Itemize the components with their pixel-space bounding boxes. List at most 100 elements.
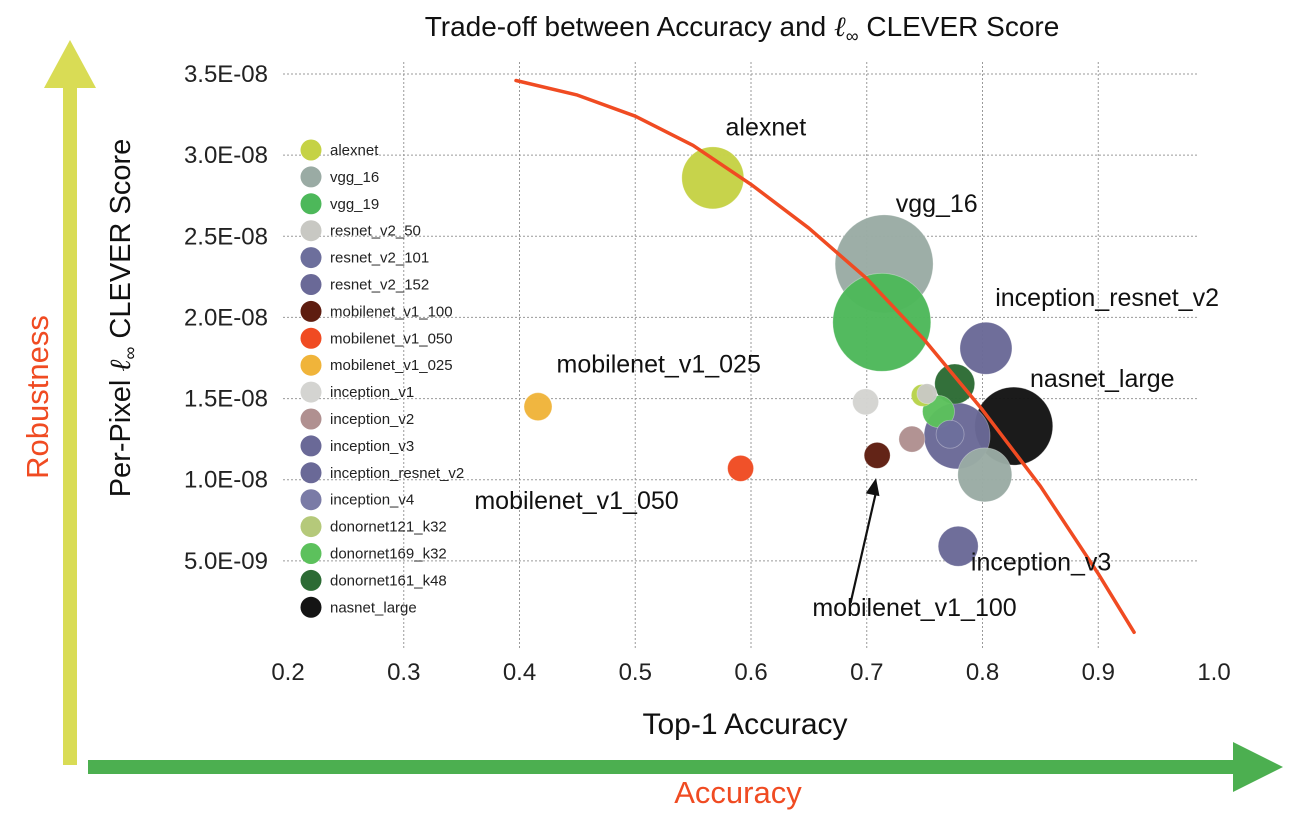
chart-title-subscript: ∞ bbox=[846, 26, 859, 46]
data-point bbox=[934, 363, 976, 405]
y-axis-label: Per-Pixel ℓ∞ CLEVER Score bbox=[103, 139, 140, 498]
data-point bbox=[916, 383, 938, 405]
x-tick-label: 0.2 bbox=[271, 659, 304, 686]
legend-marker bbox=[300, 462, 322, 484]
legend-label: resnet_v2_101 bbox=[330, 250, 429, 267]
x-tick-label: 0.4 bbox=[503, 659, 536, 686]
chart-title-pre: Trade-off between Accuracy and bbox=[425, 11, 834, 42]
legend-label: donornet169_k32 bbox=[330, 546, 447, 563]
legend-label: resnet_v2_152 bbox=[330, 277, 429, 294]
outer-x-label: Accuracy bbox=[674, 775, 802, 810]
annotation-arrow-line bbox=[849, 491, 878, 604]
outer-y-label: Robustness bbox=[20, 315, 55, 479]
legend-label: vgg_16 bbox=[330, 169, 379, 186]
legend-marker bbox=[300, 435, 322, 457]
point-annotation: mobilenet_v1_025 bbox=[557, 351, 761, 379]
x-tick-label: 0.7 bbox=[850, 659, 883, 686]
chart-title: Trade-off between Accuracy and ℓ∞ CLEVER… bbox=[425, 10, 1060, 46]
legend-label: inception_v3 bbox=[330, 438, 414, 455]
legend-label: mobilenet_v1_050 bbox=[330, 330, 453, 347]
legend-label: inception_v4 bbox=[330, 492, 414, 509]
y-axis-label-pre: Per-Pixel bbox=[105, 372, 137, 498]
annotation-arrow-head bbox=[865, 478, 880, 497]
data-point bbox=[937, 525, 979, 567]
data-point bbox=[681, 146, 745, 210]
x-tick-labels: 0.2 0.3 0.4 0.5 0.6 0.7 0.8 0.9 1.0 bbox=[271, 659, 1230, 686]
legend-marker bbox=[300, 516, 322, 538]
legend: alexnet vgg_16 vgg_19 resnet_v2_50 resnet_v2… bbox=[300, 139, 464, 618]
legend-marker bbox=[300, 327, 322, 349]
x-tick-label: 0.8 bbox=[966, 659, 999, 686]
trend-curve-group bbox=[514, 78, 1136, 635]
legend-label: resnet_v2_50 bbox=[330, 223, 421, 240]
legend-marker bbox=[300, 381, 322, 403]
data-points bbox=[523, 146, 1054, 567]
chart-title-post: CLEVER Score bbox=[859, 11, 1060, 42]
legend-marker bbox=[300, 139, 322, 161]
legend-marker bbox=[300, 354, 322, 376]
chart-title-symbol: ℓ bbox=[834, 10, 846, 43]
legend-label: vgg_19 bbox=[330, 196, 379, 213]
y-tick-label: 3.5E-08 bbox=[184, 61, 268, 88]
legend-label: inception_v1 bbox=[330, 384, 414, 401]
data-point bbox=[523, 392, 553, 422]
robustness-arrow-shaft bbox=[63, 84, 77, 765]
point-annotation: alexnet bbox=[726, 114, 807, 142]
y-tick-label: 3.0E-08 bbox=[184, 142, 268, 169]
legend-label: mobilenet_v1_100 bbox=[330, 303, 453, 320]
legend-marker bbox=[300, 408, 322, 430]
legend-marker bbox=[300, 247, 322, 269]
y-tick-label: 2.5E-08 bbox=[184, 223, 268, 250]
legend-marker bbox=[300, 166, 322, 188]
legend-marker bbox=[300, 543, 322, 564]
data-point bbox=[852, 388, 879, 416]
point-annotation: nasnet_large bbox=[1030, 365, 1175, 393]
legend-marker bbox=[300, 596, 322, 618]
legend-marker bbox=[300, 220, 322, 242]
x-tick-label: 0.3 bbox=[387, 659, 420, 686]
legend-label: inception_resnet_v2 bbox=[330, 465, 464, 482]
legend-marker bbox=[300, 300, 322, 322]
data-point bbox=[863, 441, 891, 469]
legend-label: nasnet_large bbox=[330, 599, 417, 616]
point-annotation: inception_resnet_v2 bbox=[995, 284, 1219, 312]
y-axis-label-post: CLEVER Score bbox=[105, 139, 137, 347]
y-tick-label: 1.0E-08 bbox=[184, 467, 268, 494]
point-annotation: inception_v3 bbox=[971, 549, 1111, 577]
trend-curve bbox=[514, 78, 1136, 635]
point-annotations: alexnet vgg_16 inception_resnet_v2 nasnet_l… bbox=[474, 114, 1219, 622]
accuracy-arrow-head bbox=[1233, 742, 1283, 792]
y-tick-labels: 5.0E-09 1.0E-08 1.5E-08 2.0E-08 2.5E-08 3.0E-… bbox=[184, 61, 268, 575]
x-tick-label: 0.6 bbox=[734, 659, 767, 686]
data-point bbox=[957, 447, 1013, 503]
y-tick-label: 2.0E-08 bbox=[184, 304, 268, 331]
data-point bbox=[898, 425, 926, 453]
data-point bbox=[959, 321, 1013, 375]
x-tick-label: 0.9 bbox=[1082, 659, 1115, 686]
legend-label: mobilenet_v1_025 bbox=[330, 357, 453, 374]
data-point bbox=[727, 454, 754, 482]
y-tick-label: 1.5E-08 bbox=[184, 386, 268, 413]
legend-marker bbox=[300, 274, 322, 295]
point-annotation: vgg_16 bbox=[896, 190, 978, 218]
x-axis-label: Top-1 Accuracy bbox=[642, 708, 847, 741]
y-axis-label-symbol: ℓ bbox=[103, 359, 137, 371]
y-axis-label-subscript: ∞ bbox=[120, 346, 140, 359]
legend-label: donornet121_k32 bbox=[330, 519, 447, 536]
data-point bbox=[832, 272, 932, 372]
data-point bbox=[935, 419, 965, 449]
legend-label: donornet161_k48 bbox=[330, 572, 447, 589]
x-tick-label: 0.5 bbox=[619, 659, 652, 686]
legend-label: inception_v2 bbox=[330, 411, 414, 428]
y-tick-label: 5.0E-09 bbox=[184, 548, 268, 575]
x-tick-label: 1.0 bbox=[1197, 659, 1230, 686]
point-annotation: mobilenet_v1_100 bbox=[812, 594, 1016, 622]
legend-label: alexnet bbox=[330, 142, 379, 159]
point-annotation: mobilenet_v1_050 bbox=[474, 487, 678, 515]
legend-marker bbox=[300, 569, 322, 591]
accuracy-arrow-shaft bbox=[88, 760, 1248, 774]
legend-marker bbox=[300, 193, 322, 215]
robustness-arrow-head bbox=[44, 40, 96, 88]
legend-marker bbox=[300, 489, 322, 511]
